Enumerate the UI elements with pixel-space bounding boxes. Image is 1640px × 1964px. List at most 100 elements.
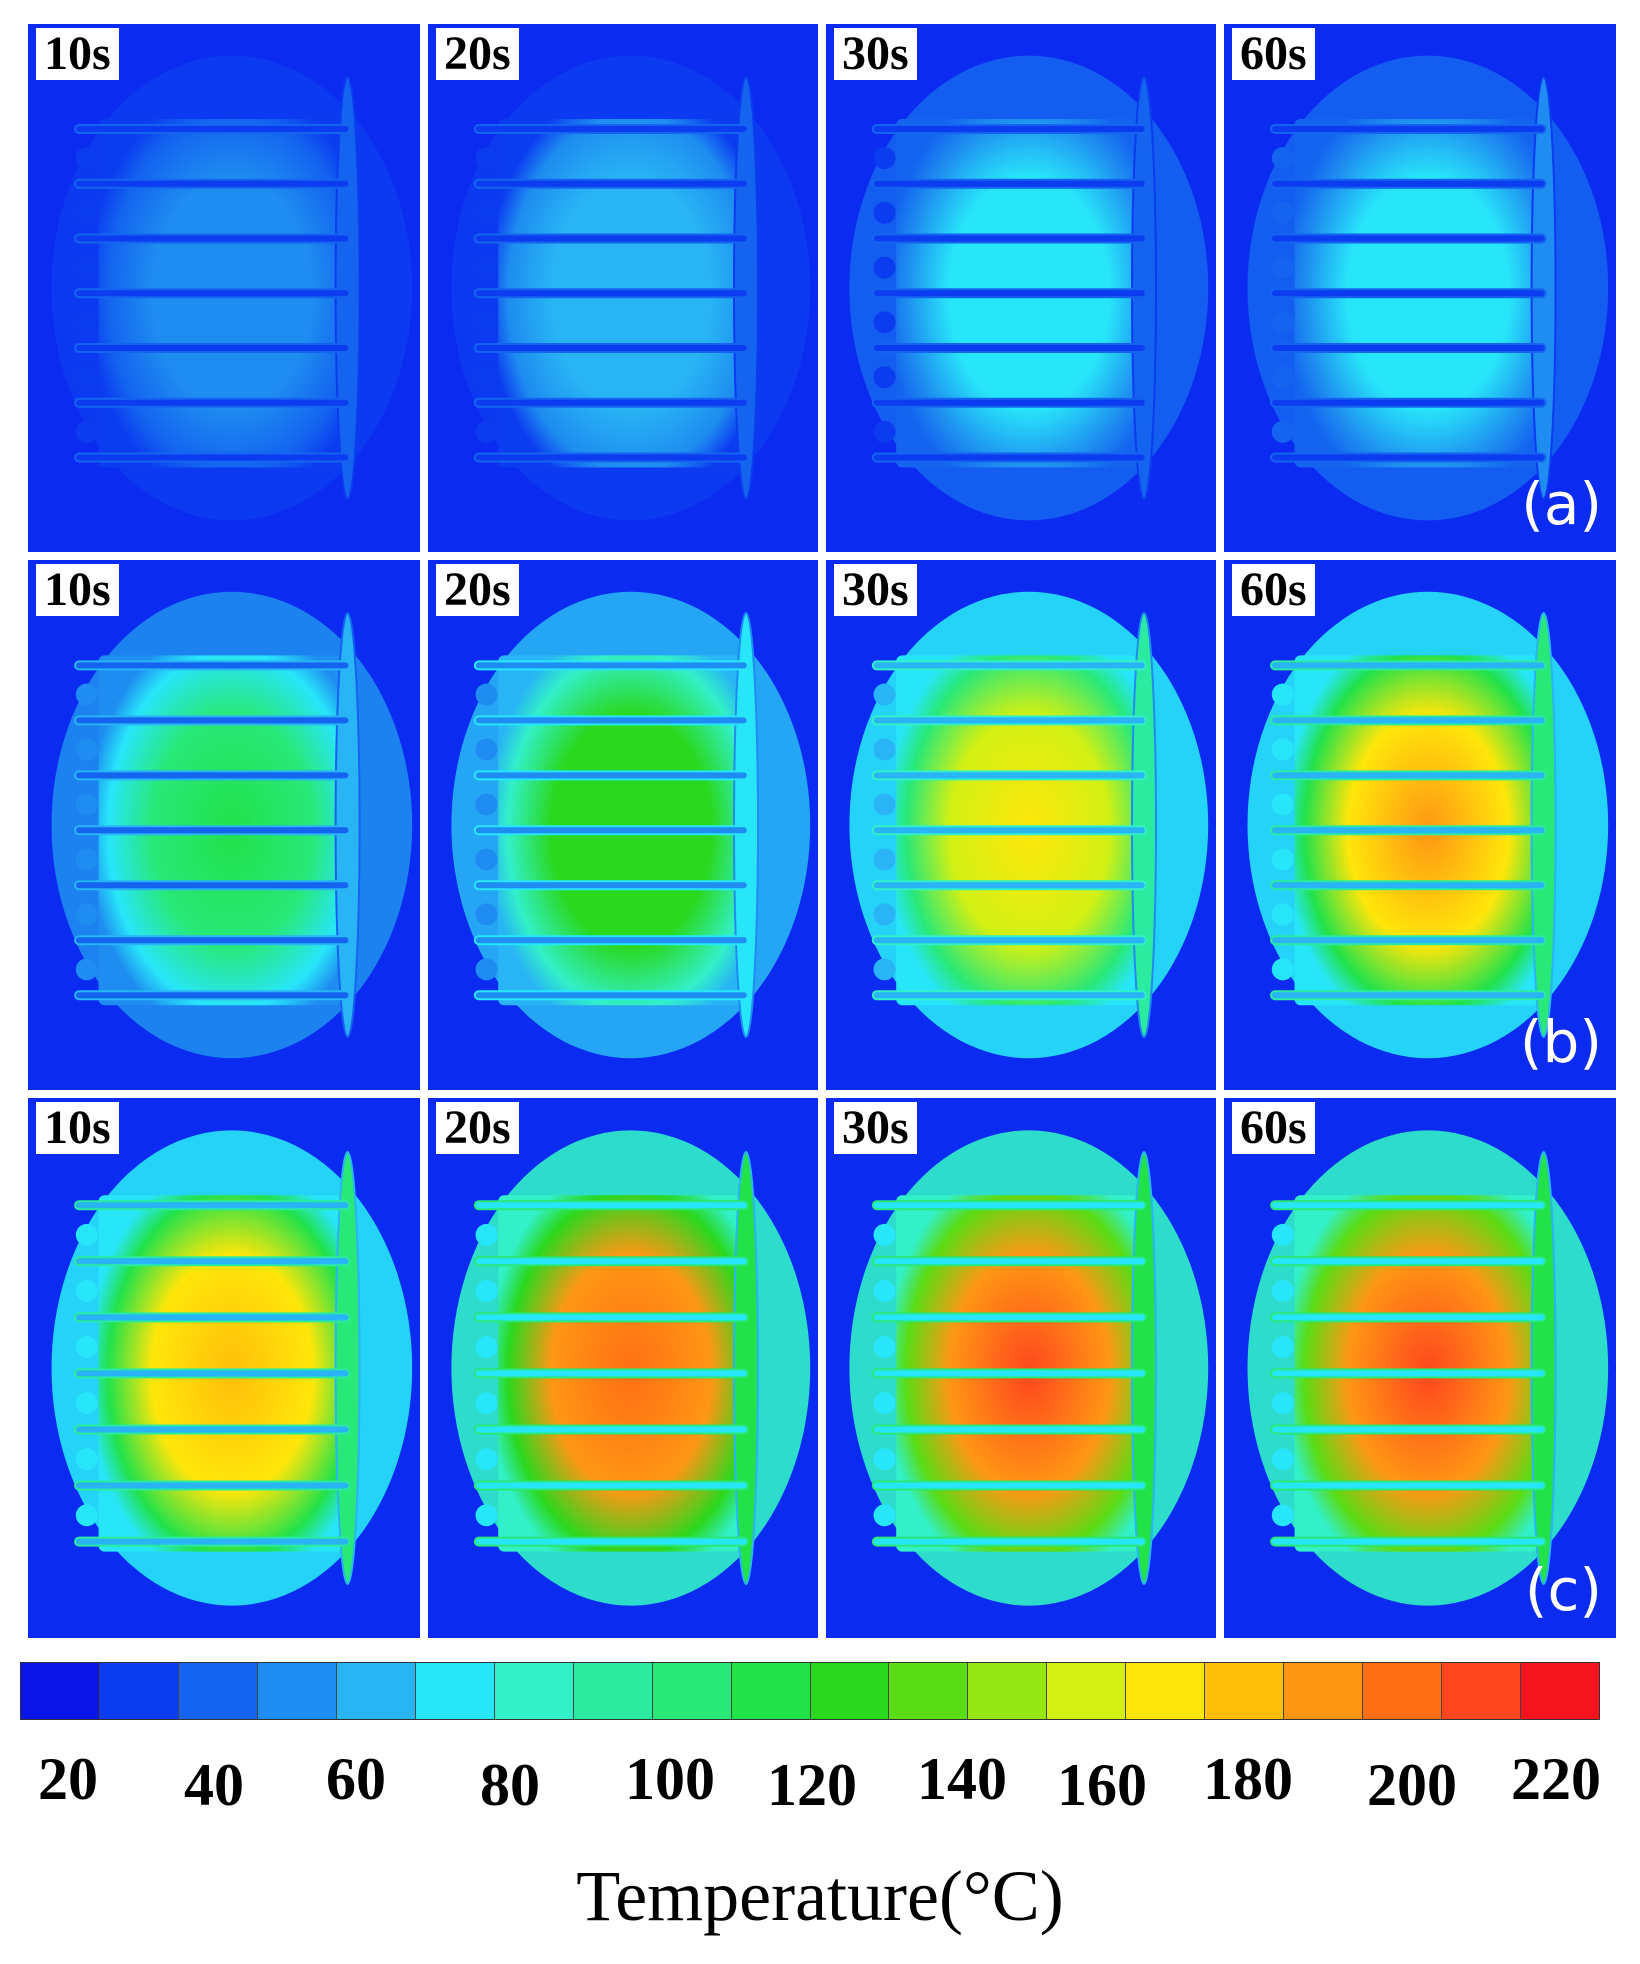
contour-plot	[51, 1130, 413, 1606]
tube-inlet	[873, 903, 896, 926]
time-label: 30s	[834, 564, 917, 616]
heating-tube	[473, 1200, 749, 1211]
heating-tube	[74, 1312, 351, 1323]
heating-tube	[473, 1368, 749, 1379]
tube-inlet	[475, 1392, 498, 1415]
tube-inlet	[1271, 147, 1294, 170]
heating-tube	[473, 1480, 749, 1491]
contour-plot	[849, 1130, 1209, 1606]
colorbar-swatch	[968, 1663, 1048, 1719]
tube-inlet	[75, 420, 98, 443]
colorbar-tick: 160	[1057, 1752, 1147, 1818]
tube-inlet	[1271, 311, 1294, 334]
panel-grid: 10s 20s 30s 60s (a) 10s 20s 30s 60s (b) 10s 20s 30s 6…	[28, 24, 1616, 1638]
heating-tube	[871, 343, 1147, 354]
end-plate	[334, 1151, 361, 1585]
time-label: 20s	[436, 1102, 519, 1154]
contour-plot	[849, 55, 1209, 521]
heating-tube	[74, 1424, 351, 1435]
tube-inlet	[873, 147, 896, 170]
tube-inlet	[475, 793, 498, 816]
tube-inlet	[75, 1392, 98, 1415]
contour-panel: 60s (c)	[1224, 1098, 1616, 1638]
heating-tube	[871, 288, 1147, 299]
tube-inlet	[475, 903, 498, 926]
colorbar-tick-labels: 20 40 60 80 100 120 140 160 180 200 220	[0, 1745, 1640, 1825]
time-label: 20s	[436, 28, 519, 80]
tube-inlet	[1271, 1504, 1294, 1527]
contour-plot	[1247, 591, 1609, 1059]
colorbar-tick: 20	[38, 1746, 98, 1812]
contour-panel: 30s	[826, 560, 1216, 1090]
colorbar-tick: 60	[326, 1746, 386, 1812]
colorbar-swatch	[99, 1663, 179, 1719]
colorbar-tick: 100	[625, 1746, 715, 1812]
heating-tube	[1270, 288, 1547, 299]
tube-inlet	[75, 311, 98, 334]
heating-tube	[74, 452, 351, 463]
tube-inlet	[75, 848, 98, 871]
contour-panel: 20s	[428, 24, 818, 552]
tube-inlet	[873, 1504, 896, 1527]
end-plate	[733, 612, 759, 1038]
contour-panel: 30s	[826, 1098, 1216, 1638]
tube-inlet	[873, 793, 896, 816]
colorbar-tick: 120	[767, 1752, 857, 1818]
tube-inlet	[75, 1504, 98, 1527]
tube-inlet	[1271, 1279, 1294, 1302]
heating-tube	[74, 1256, 351, 1267]
heating-tube	[1270, 452, 1547, 463]
tube-inlet	[75, 1336, 98, 1359]
heating-tube	[1270, 1368, 1547, 1379]
colorbar-title: Temperature(°C)	[576, 1856, 1064, 1936]
colorbar-swatch	[1442, 1663, 1522, 1719]
heating-tube	[473, 178, 749, 189]
time-label: 30s	[834, 1102, 917, 1154]
tube-inlet	[1271, 201, 1294, 224]
heating-tube	[473, 397, 749, 408]
contour-plot	[51, 591, 413, 1059]
colorbar-tick: 180	[1203, 1746, 1293, 1812]
heating-tube	[473, 233, 749, 244]
heating-tube	[871, 660, 1147, 671]
tube-inlet	[475, 366, 498, 389]
tube-inlet	[873, 311, 896, 334]
heating-tube	[1270, 178, 1547, 189]
tube-inlet	[873, 256, 896, 279]
tube-inlet	[75, 738, 98, 761]
tube-inlet	[1271, 256, 1294, 279]
heating-tube	[473, 1536, 749, 1547]
heating-tube	[473, 288, 749, 299]
colorbar-swatch	[1126, 1663, 1206, 1719]
contour-panel: 20s	[428, 1098, 818, 1638]
temperature-colorbar	[20, 1662, 1600, 1720]
tube-inlet	[75, 683, 98, 706]
time-label: 60s	[1232, 28, 1315, 80]
heating-tube	[473, 825, 749, 836]
heating-tube	[74, 1536, 351, 1547]
end-plate	[334, 612, 361, 1038]
heating-tube	[74, 233, 351, 244]
tube-inlet	[475, 738, 498, 761]
heating-tube	[1270, 935, 1547, 946]
heating-tube	[74, 1480, 351, 1491]
colorbar-swatch	[889, 1663, 969, 1719]
contour-panel: 60s (b)	[1224, 560, 1616, 1090]
heating-tube	[871, 990, 1147, 1001]
tube-inlet	[475, 1448, 498, 1471]
heating-tube	[871, 1536, 1147, 1547]
heating-tube	[473, 452, 749, 463]
heating-tube	[1270, 715, 1547, 726]
end-plate	[1530, 612, 1557, 1038]
tube-inlet	[75, 256, 98, 279]
heating-tube	[473, 124, 749, 135]
end-plate	[334, 75, 361, 501]
heating-tube	[473, 990, 749, 1001]
time-label: 10s	[36, 28, 119, 80]
heating-tube	[473, 1312, 749, 1323]
tube-inlet	[873, 420, 896, 443]
heating-tube	[74, 715, 351, 726]
tube-inlet	[75, 1448, 98, 1471]
tube-inlet	[873, 201, 896, 224]
heating-tube	[871, 715, 1147, 726]
